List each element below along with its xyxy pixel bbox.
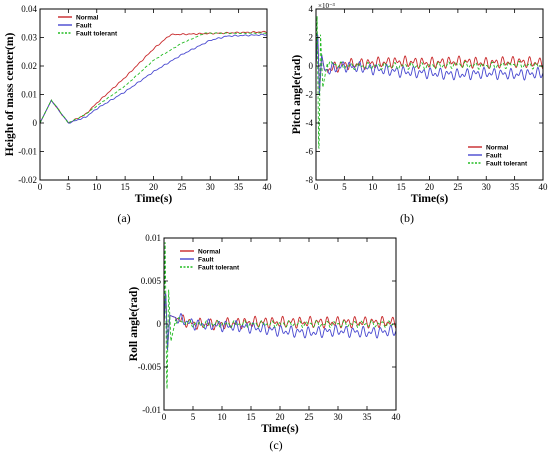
y-tick-label: -2 [306,90,314,100]
series-line-fault [316,34,543,95]
x-tick-label: 25 [305,412,315,422]
x-tick-label: 25 [453,182,463,192]
x-tick-label: 30 [334,412,344,422]
x-tick-label: 35 [234,182,244,192]
y-tick-label: 2 [309,33,314,43]
x-tick-label: 20 [425,182,435,192]
series-group [40,30,267,124]
y-tick-label: 4 [309,4,314,14]
x-tick-label: 15 [247,412,257,422]
series-line-fault-tolerant [164,242,396,390]
chart-c: 0 5 10 15 20 25 30 35 40 -0.01 -0.005 0 0.005 0.01 Tim… [128,233,401,452]
y-tick-label: 0.005 [141,276,162,286]
chart-a: 0 5 10 15 20 25 30 35 40 -0.02 -0.01 0 0.01 0.02 0.03 0… [4,4,272,225]
x-tick-label: 20 [149,182,159,192]
y-exponent-label: ×10⁻³ [318,2,335,10]
y-tick-label: -6 [306,147,314,157]
y-axis-label: Pitch angle(rad) [291,55,303,135]
x-tick-label: 0 [38,182,43,192]
series-line-fault-tolerant [40,32,267,124]
x-tick-label: 15 [397,182,407,192]
y-tick-label: -0.005 [138,362,162,372]
x-tick-label: 5 [191,412,196,422]
legend-label: Fault tolerant [76,30,118,37]
y-tick-label: -0.02 [18,175,37,185]
series-group [316,16,543,149]
x-axis-label: Time(s) [261,423,299,435]
y-axis-label: Roll angle(rad) [128,287,140,362]
y-tick-label: 0.01 [21,90,37,100]
y-axis-label: Height of mass center(m) [4,33,16,157]
series-group [164,242,396,390]
x-axis-label: Time(s) [411,193,449,205]
series-line-fault-tolerant [316,16,543,149]
x-tick-label: 15 [121,182,131,192]
series-line-fault [40,33,267,124]
y-tick-label: 0 [157,319,162,329]
y-tick-label: -0.01 [142,405,161,415]
legend-label: Normal [486,144,509,151]
x-tick-label: 0 [162,412,167,422]
plot-frame [39,8,268,181]
series-line-fault [164,293,396,350]
legend-label: Fault tolerant [198,264,240,271]
legend-label: Fault [76,22,92,29]
x-tick-label: 25 [177,182,187,192]
x-tick-label: 5 [66,182,71,192]
panel-caption: (a) [117,211,130,225]
x-axis-label: Time(s) [135,193,173,205]
legend-label: Fault [486,152,502,159]
y-tick-label: 0.04 [21,4,37,14]
panel-caption: (c) [269,438,282,452]
series-line-normal [316,34,543,95]
x-tick-label: 10 [92,182,102,192]
y-tick-label: 0 [309,61,314,71]
panel-caption: (b) [400,211,414,225]
x-tick-label: 10 [218,412,228,422]
x-tick-label: 0 [314,182,319,192]
x-tick-label: 10 [368,182,378,192]
y-tick-label: -4 [306,118,314,128]
x-tick-label: 40 [539,182,549,192]
legend-label: Normal [198,248,221,255]
x-tick-label: 35 [363,412,373,422]
legend-label: Fault tolerant [486,160,528,167]
plot-frame [315,8,544,181]
y-tick-label: -0.01 [18,147,37,157]
x-tick-label: 5 [342,182,347,192]
legend-label: Fault [198,256,214,263]
y-tick-label: 0 [33,118,38,128]
chart-b: 0 5 10 15 20 25 30 35 40 -8 -6 -4 -2 0 2 4 ×10⁻³ Time(s) P… [291,2,548,225]
y-tick-label: 0.02 [21,61,37,71]
x-tick-label: 40 [263,182,273,192]
series-line-normal [40,30,267,124]
x-tick-label: 30 [482,182,492,192]
x-tick-label: 20 [276,412,286,422]
y-tick-label: -8 [306,175,314,185]
x-tick-label: 35 [510,182,520,192]
y-tick-label: 0.03 [21,33,37,43]
x-tick-label: 30 [206,182,216,192]
legend-label: Normal [76,14,99,21]
x-tick-label: 40 [392,412,402,422]
y-tick-label: 0.01 [145,233,161,243]
